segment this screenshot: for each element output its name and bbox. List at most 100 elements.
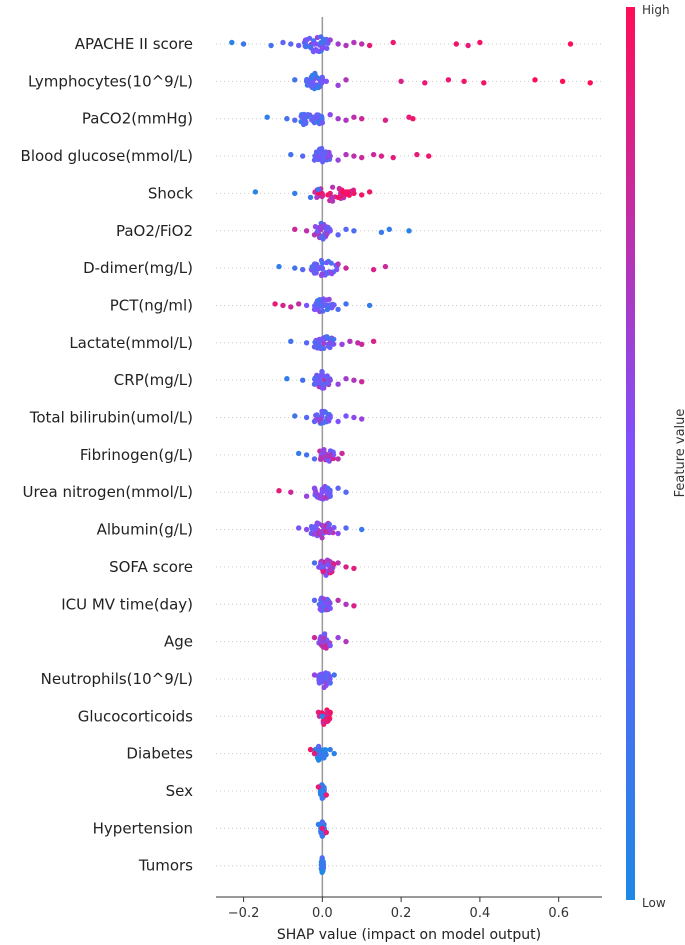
feature-label: Diabetes bbox=[126, 745, 193, 763]
shap-point bbox=[319, 74, 325, 81]
shap-point bbox=[311, 261, 318, 267]
shap-point bbox=[343, 151, 349, 158]
shap-point bbox=[335, 41, 341, 47]
shap-point bbox=[288, 151, 294, 158]
shap-point bbox=[335, 485, 341, 491]
shap-point bbox=[311, 82, 318, 89]
shap-point bbox=[477, 39, 483, 46]
shap-point bbox=[284, 116, 290, 122]
shap-point bbox=[300, 377, 306, 383]
shap-point bbox=[351, 565, 357, 572]
shap-point bbox=[311, 672, 318, 678]
shap-point bbox=[327, 642, 333, 649]
feature-labels: APACHE II score Lymphocytes(10^9/L) PaCO2(… bbox=[21, 35, 194, 875]
shap-point bbox=[318, 40, 324, 46]
shap-point bbox=[347, 338, 353, 344]
shap-point bbox=[359, 526, 365, 533]
shap-point bbox=[320, 308, 326, 314]
shap-point bbox=[311, 306, 318, 313]
colorbar: High Low Feature value bbox=[626, 3, 685, 910]
x-tick-label: 0.6 bbox=[548, 906, 569, 921]
shap-point bbox=[359, 192, 365, 198]
shap-point bbox=[315, 821, 322, 828]
shap-point bbox=[292, 226, 298, 232]
shap-point bbox=[327, 269, 333, 275]
feature-label: CRP(mg/L) bbox=[114, 371, 193, 389]
colorbar-low-label: Low bbox=[642, 896, 666, 910]
shap-point bbox=[319, 825, 325, 832]
colorbar-title: Feature value bbox=[673, 409, 685, 498]
shap-point bbox=[422, 80, 428, 86]
shap-point bbox=[319, 115, 325, 121]
x-tick-label: 0.2 bbox=[391, 906, 412, 921]
shap-point bbox=[319, 855, 325, 861]
shap-point bbox=[303, 452, 310, 458]
shap-point bbox=[319, 859, 325, 865]
shap-point bbox=[351, 190, 357, 197]
shap-point bbox=[315, 709, 322, 715]
shap-point bbox=[327, 153, 333, 159]
shap-point bbox=[323, 829, 329, 836]
shap-point bbox=[307, 746, 314, 753]
shap-point bbox=[335, 261, 341, 267]
feature-label: PaO2/FiO2 bbox=[116, 222, 193, 240]
shap-point bbox=[343, 226, 349, 232]
shap-point bbox=[303, 526, 310, 533]
shap-point bbox=[321, 345, 327, 351]
shap-point bbox=[319, 298, 325, 305]
shap-point bbox=[359, 379, 365, 385]
shap-point bbox=[311, 344, 318, 350]
shap-point bbox=[319, 867, 325, 873]
shap-point bbox=[386, 226, 392, 232]
x-tick-label: −0.2 bbox=[228, 906, 260, 921]
feature-label: SOFA score bbox=[109, 558, 193, 576]
shap-point bbox=[300, 153, 306, 159]
feature-label: Hypertension bbox=[93, 819, 193, 837]
shap-point bbox=[252, 189, 259, 195]
shap-point bbox=[319, 369, 325, 375]
feature-label: Fibrinogen(g/L) bbox=[80, 446, 193, 464]
shap-point bbox=[318, 234, 324, 240]
shap-point bbox=[327, 340, 333, 346]
shap-point bbox=[319, 489, 325, 495]
shap-point bbox=[292, 117, 298, 123]
shap-point bbox=[343, 525, 349, 531]
shap-point bbox=[359, 154, 365, 161]
shap-point bbox=[240, 41, 247, 47]
feature-label: Sex bbox=[166, 782, 193, 800]
shap-point bbox=[303, 78, 310, 85]
shap-point bbox=[343, 42, 349, 49]
shap-point bbox=[284, 376, 290, 382]
shap-point bbox=[366, 189, 373, 195]
shap-point bbox=[268, 42, 274, 49]
shap-point bbox=[319, 149, 325, 155]
shap-point bbox=[359, 341, 365, 347]
shap-point bbox=[319, 265, 325, 271]
feature-label: Age bbox=[164, 633, 193, 651]
shap-point bbox=[309, 74, 315, 81]
shap-point bbox=[351, 603, 357, 609]
shap-point bbox=[532, 77, 538, 83]
shap-point bbox=[296, 525, 302, 531]
shap-point bbox=[292, 265, 298, 271]
shap-point bbox=[309, 524, 315, 530]
shap-point bbox=[280, 39, 286, 46]
shap-point bbox=[327, 680, 333, 686]
shap-point bbox=[351, 228, 357, 234]
shap-point bbox=[319, 676, 325, 682]
shap-point bbox=[300, 114, 306, 120]
shap-point bbox=[311, 232, 318, 238]
shap-point bbox=[343, 489, 349, 495]
shap-point bbox=[319, 863, 325, 869]
shap-point bbox=[445, 77, 452, 83]
shap-point bbox=[343, 638, 349, 645]
shap-point bbox=[296, 42, 302, 49]
shap-point bbox=[319, 713, 325, 719]
shap-point bbox=[343, 77, 349, 83]
shap-point bbox=[296, 450, 302, 457]
shap-point bbox=[311, 597, 318, 603]
feature-label: PaCO2(mmHg) bbox=[82, 110, 193, 128]
shap-point bbox=[324, 334, 330, 340]
shap-point bbox=[406, 228, 412, 234]
shap-point bbox=[316, 743, 322, 750]
